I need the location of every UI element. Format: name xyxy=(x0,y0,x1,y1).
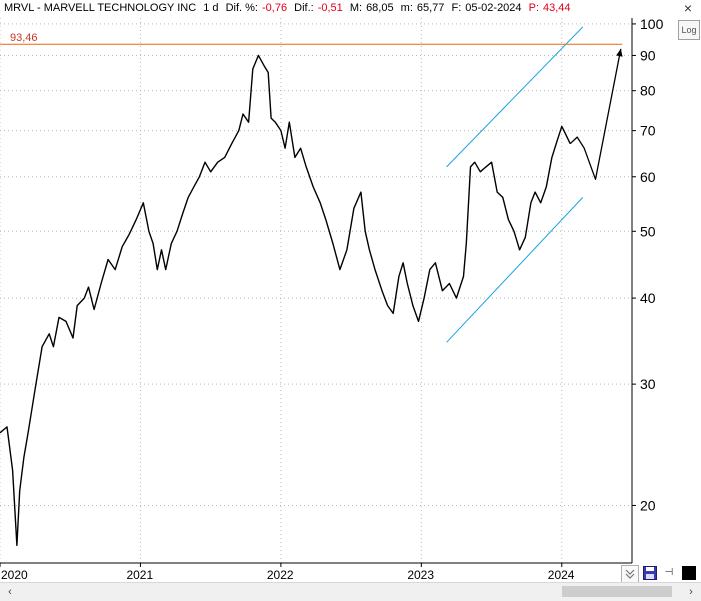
close-icon[interactable]: × xyxy=(683,0,693,16)
dif-pct-value: -0,76 xyxy=(261,2,288,14)
floppy-disk-icon[interactable] xyxy=(642,565,658,581)
x-tick-label: 2020 xyxy=(1,568,28,582)
date-value: 05-02-2024 xyxy=(465,2,522,14)
horizontal-scrollbar[interactable]: ‹ › xyxy=(0,582,701,601)
x-tick-label: 2024 xyxy=(548,568,575,582)
x-tick-label: 2023 xyxy=(407,568,434,582)
p-label: P: xyxy=(528,2,540,14)
x-tick-label: 2022 xyxy=(267,568,294,582)
y-tick-label: 90 xyxy=(640,47,656,63)
y-tick-label: 80 xyxy=(640,83,656,99)
dif-value: -0,51 xyxy=(317,2,343,14)
y-tick-label: 40 xyxy=(640,290,656,306)
scroll-thumb[interactable] xyxy=(562,586,672,597)
y-tick-label: 20 xyxy=(640,497,656,513)
p-value: 43,44 xyxy=(543,2,571,14)
y-tick-label: 100 xyxy=(640,16,664,32)
chart-grid xyxy=(0,18,632,563)
max-value: 68,05 xyxy=(366,2,394,14)
projection-arrowhead xyxy=(616,48,623,57)
channel-upper-line xyxy=(446,26,584,168)
projection-line xyxy=(569,48,622,180)
log-scale-button[interactable]: Log xyxy=(678,20,700,40)
dif-label: Dif.: xyxy=(294,2,314,14)
quote-header: MRVL - MARVELL TECHNOLOGY INC 1 d Dif. %… xyxy=(4,2,575,18)
double-chevron-down-icon[interactable] xyxy=(621,565,639,583)
date-label: F: xyxy=(451,2,462,14)
price-series-line xyxy=(0,54,571,547)
chart-axes: 20 30 40 50 60 70 80 90 100 2020 2021 2022 2023 2024 xyxy=(0,16,664,582)
black-square-icon[interactable] xyxy=(682,566,696,580)
channel-lower-line xyxy=(446,197,584,343)
dif-pct-label: Dif. %: xyxy=(225,2,258,14)
pin-icon[interactable]: ⊣ xyxy=(664,567,674,578)
min-value: 65,77 xyxy=(416,2,445,14)
min-label: m: xyxy=(400,2,413,14)
resistance-label: 93,46 xyxy=(10,32,38,44)
y-tick-label: 60 xyxy=(640,169,656,185)
max-label: M: xyxy=(349,2,363,14)
chevron-right-icon[interactable]: › xyxy=(689,586,693,598)
symbol-name: MRVL - MARVELL TECHNOLOGY INC xyxy=(4,2,197,14)
chart-series: 93,46 xyxy=(0,26,623,547)
y-tick-label: 50 xyxy=(640,223,656,239)
chevron-left-icon[interactable]: ‹ xyxy=(8,586,12,598)
y-tick-label: 30 xyxy=(640,376,656,392)
interval: 1 d xyxy=(203,2,219,14)
y-tick-label: 70 xyxy=(640,123,656,139)
x-tick-label: 2021 xyxy=(126,568,153,582)
